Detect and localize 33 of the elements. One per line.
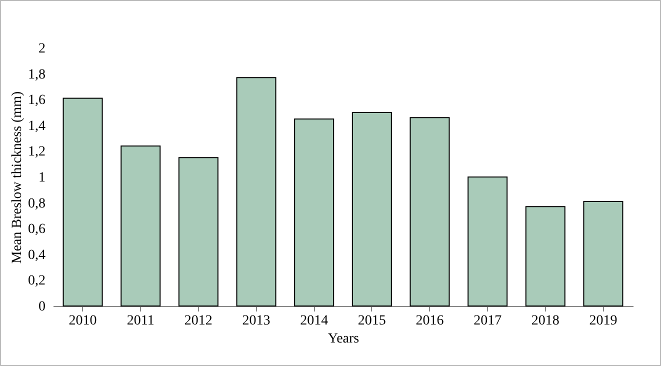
bar: [294, 118, 334, 306]
y-tick-label: 1: [38, 170, 46, 186]
y-tick-label: 0,8: [28, 196, 46, 212]
y-axis-title: Mean Breslow thickness (mm): [10, 91, 25, 264]
bar: [410, 117, 450, 306]
bar: [352, 112, 392, 306]
x-tick-label: 2013: [242, 314, 270, 328]
y-tick-label: 1,4: [28, 118, 46, 134]
bar: [468, 176, 508, 306]
x-tick-label: 2012: [184, 314, 212, 328]
bar: [62, 98, 103, 306]
bar: [236, 77, 276, 306]
y-tick-label: 0,6: [28, 222, 46, 238]
bar: [178, 157, 218, 306]
y-tick-label: 2: [38, 42, 46, 56]
y-tick-label: 1,2: [28, 144, 46, 160]
bar: [525, 206, 566, 306]
x-axis-title: Years: [328, 332, 360, 346]
x-tick-label: 2015: [358, 314, 386, 328]
y-tick-label: 0,2: [28, 274, 46, 289]
y-tick-label: 0,4: [28, 248, 46, 263]
x-tick-label: 2017: [474, 314, 502, 328]
x-tick-label: 2018: [531, 314, 560, 328]
x-tick-label: 2010: [68, 314, 97, 328]
y-tick-label: 1,8: [28, 67, 46, 82]
bar: [583, 201, 624, 306]
y-tick-label: 1,6: [28, 93, 46, 108]
bar: [120, 146, 161, 306]
x-tick-label: 2016: [416, 314, 444, 328]
x-tick-label: 2011: [126, 314, 154, 328]
x-tick-label: 2019: [589, 314, 618, 328]
y-tick-label: 0: [38, 300, 46, 314]
x-tick-label: 2014: [300, 314, 328, 328]
